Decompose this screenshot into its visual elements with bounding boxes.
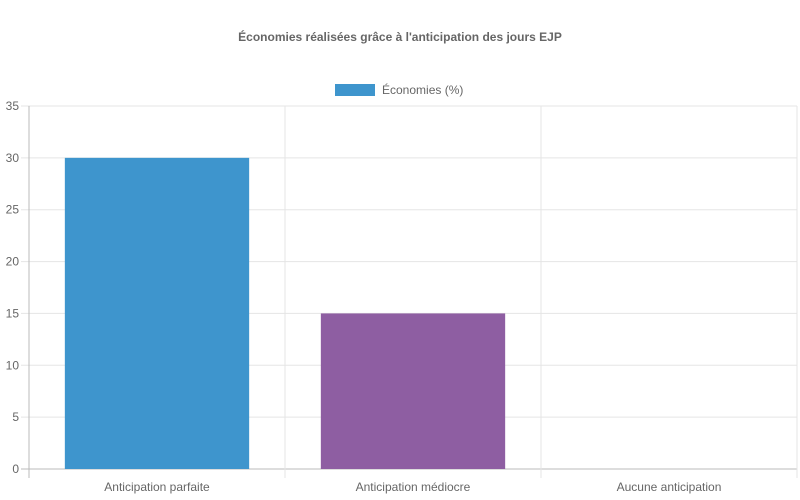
legend-swatch: [335, 84, 375, 96]
y-tick-label: 30: [6, 151, 20, 165]
y-tick-label: 10: [6, 358, 20, 372]
x-tick-label: Anticipation médiocre: [356, 480, 471, 494]
y-tick-label: 35: [6, 99, 20, 113]
bar[interactable]: [64, 157, 250, 469]
x-tick-label: Anticipation parfaite: [104, 480, 210, 494]
bars: [64, 157, 506, 469]
y-tick-label: 5: [12, 410, 19, 424]
chart-title: Économies réalisées grâce à l'anticipati…: [238, 29, 562, 44]
axes: 0 5 10 15 20 25 30 35 Anticipation parfaite Antic…: [6, 99, 722, 494]
y-tick-label: 0: [12, 462, 19, 476]
legend[interactable]: Économies (%): [335, 82, 463, 97]
x-tick-label: Aucune anticipation: [617, 480, 722, 494]
legend-label: Économies (%): [382, 82, 463, 97]
y-tick-label: 25: [6, 203, 20, 217]
y-tick-label: 20: [6, 255, 20, 269]
y-tick-label: 15: [6, 306, 20, 320]
bar[interactable]: [320, 313, 506, 469]
